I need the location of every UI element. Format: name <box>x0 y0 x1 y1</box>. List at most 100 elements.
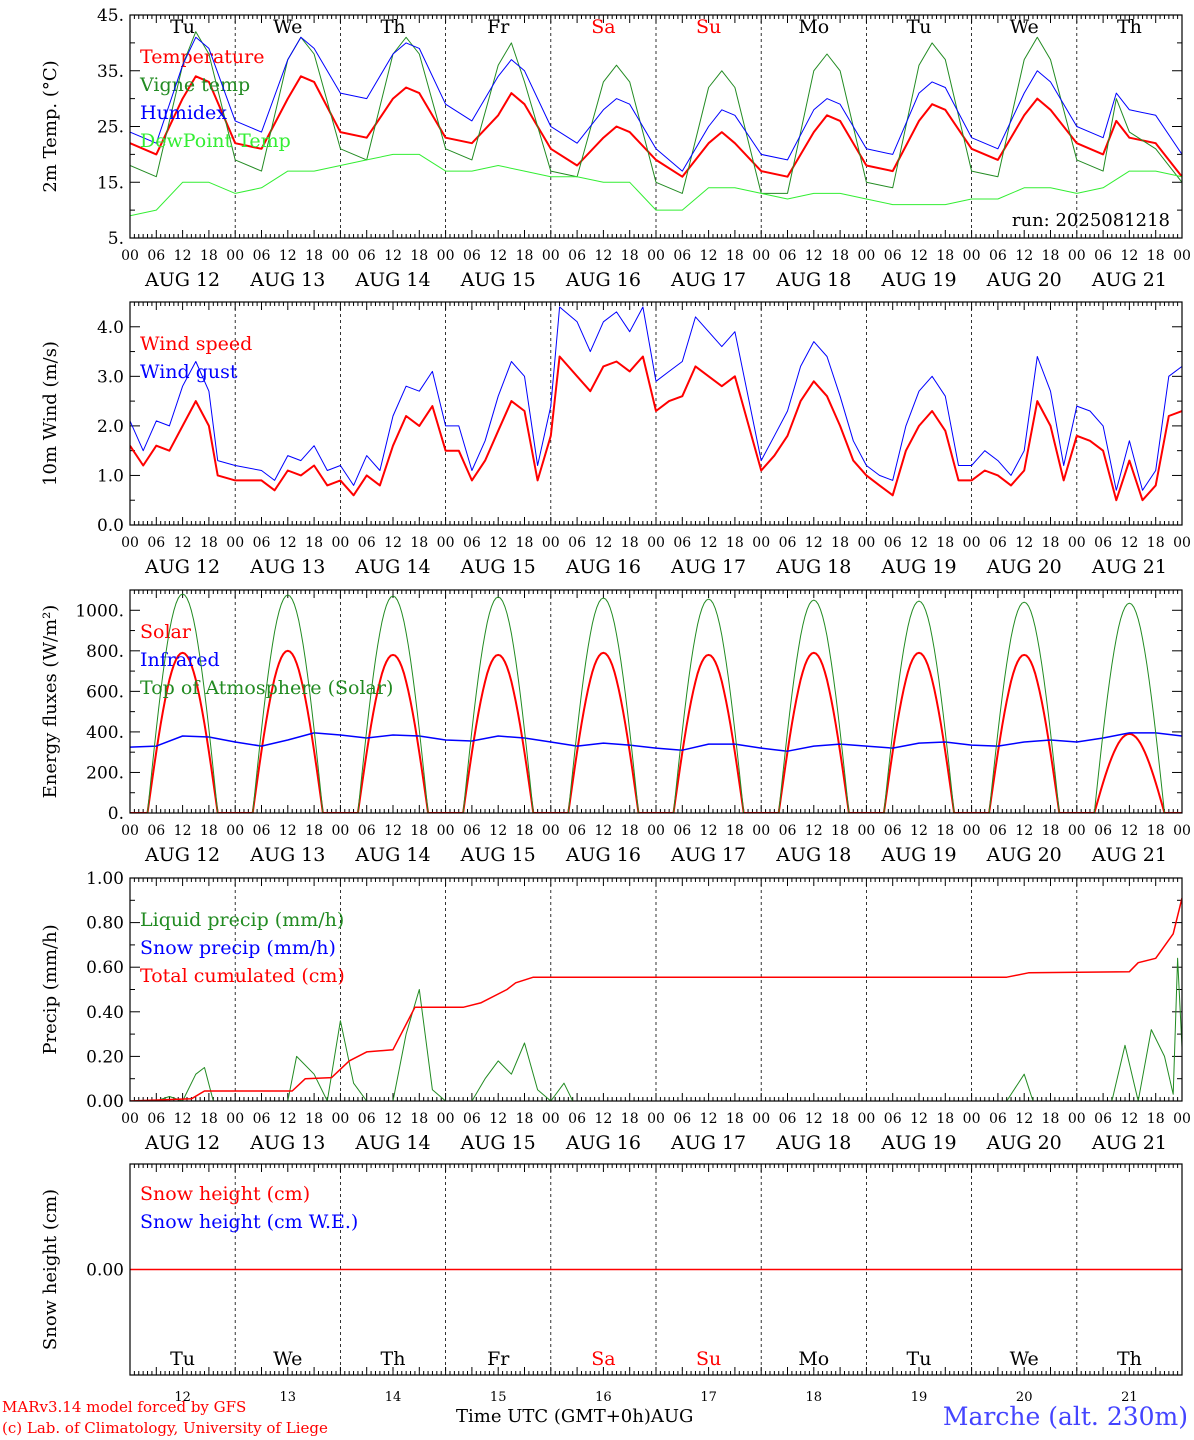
legend-entry: Vigne temp <box>139 74 250 96</box>
series-line-total-cumulated-cm- <box>130 897 1182 1101</box>
hour-label: 00 <box>542 535 560 551</box>
hour-label: 18 <box>936 248 954 264</box>
legend-entry: Liquid precip (mm/h) <box>140 909 344 931</box>
hour-label: 12 <box>384 248 402 264</box>
hour-label: 06 <box>779 1111 797 1127</box>
y-tick-label: 2.0 <box>97 417 124 437</box>
weekday-label: Tu <box>170 16 195 38</box>
hour-label: 18 <box>831 248 849 264</box>
hour-label: 12 <box>489 1111 507 1127</box>
y-tick-label: 800. <box>86 642 124 662</box>
date-label: AUG 13 <box>249 1132 325 1154</box>
date-label: AUG 14 <box>354 844 430 866</box>
date-label: AUG 17 <box>670 844 746 866</box>
date-label: AUG 17 <box>670 1132 746 1154</box>
hour-label: 06 <box>779 535 797 551</box>
hour-label: 18 <box>726 248 744 264</box>
hour-label: 00 <box>542 248 560 264</box>
hour-label: 12 <box>805 1111 823 1127</box>
hour-label: 06 <box>1094 535 1112 551</box>
hour-label: 06 <box>463 248 481 264</box>
day-number-label: 18 <box>806 1390 823 1405</box>
hour-label: 06 <box>147 823 165 839</box>
hour-label: 06 <box>568 823 586 839</box>
date-label: AUG 14 <box>354 1132 430 1154</box>
hour-label: 12 <box>1015 248 1033 264</box>
hour-label: 06 <box>673 535 691 551</box>
hour-label: 00 <box>647 1111 665 1127</box>
weekday-label: Mo <box>798 16 829 38</box>
day-number-label: 17 <box>700 1390 717 1405</box>
hour-label: 06 <box>673 823 691 839</box>
date-label: AUG 16 <box>565 269 641 291</box>
series-line-wind-speed <box>130 355 1182 502</box>
hour-label: 12 <box>805 535 823 551</box>
y-tick-label: 5. <box>108 229 124 249</box>
hour-label: 00 <box>331 823 349 839</box>
hour-label: 12 <box>1120 248 1138 264</box>
hour-label: 12 <box>279 535 297 551</box>
hour-label: 00 <box>331 1111 349 1127</box>
hour-label: 18 <box>831 823 849 839</box>
hour-label: 18 <box>726 535 744 551</box>
weekday-label: Tu <box>907 1348 932 1370</box>
hour-label: 12 <box>805 248 823 264</box>
hour-label: 00 <box>331 248 349 264</box>
date-label: AUG 18 <box>775 1132 851 1154</box>
hour-label: 00 <box>752 823 770 839</box>
hour-label: 06 <box>1094 1111 1112 1127</box>
hour-label: 12 <box>700 535 718 551</box>
hour-label: 00 <box>963 823 981 839</box>
hour-label: 18 <box>200 248 218 264</box>
day-number-label: 13 <box>280 1390 297 1405</box>
hour-label: 00 <box>226 535 244 551</box>
day-number-label: 14 <box>385 1390 402 1405</box>
hour-label: 12 <box>174 535 192 551</box>
date-label: AUG 21 <box>1091 269 1167 291</box>
hour-label: 18 <box>621 535 639 551</box>
hour-label: 18 <box>831 1111 849 1127</box>
hour-label: 12 <box>384 535 402 551</box>
date-label: AUG 13 <box>249 844 325 866</box>
hour-label: 00 <box>752 248 770 264</box>
hour-label: 00 <box>226 1111 244 1127</box>
series-line-dewpoint-temp <box>130 153 1182 217</box>
legend-entry: Solar <box>140 621 192 643</box>
weekday-label: Th <box>1117 16 1142 38</box>
hour-label: 18 <box>305 248 323 264</box>
weekday-label: We <box>273 1348 302 1370</box>
hour-label: 18 <box>831 535 849 551</box>
day-number-label: 19 <box>911 1390 928 1405</box>
hour-label: 18 <box>1042 535 1060 551</box>
weekday-label: Th <box>381 1348 406 1370</box>
weekday-label: Fr <box>487 1348 510 1370</box>
hour-label: 18 <box>516 823 534 839</box>
hour-label: 12 <box>700 248 718 264</box>
hour-label: 12 <box>594 823 612 839</box>
legend-entry: Wind gust <box>140 361 238 383</box>
hour-label: 12 <box>489 248 507 264</box>
weekday-label: Sa <box>591 1348 615 1370</box>
y-tick-label: 0.00 <box>86 1092 124 1112</box>
hour-label: 12 <box>174 823 192 839</box>
hour-label: 00 <box>121 1111 139 1127</box>
day-number-label: 12 <box>174 1390 191 1405</box>
hour-label: 06 <box>358 1111 376 1127</box>
hour-label: 06 <box>568 248 586 264</box>
hour-label: 06 <box>253 823 271 839</box>
hour-label: 12 <box>1015 823 1033 839</box>
hour-label: 18 <box>305 823 323 839</box>
hour-label: 06 <box>147 535 165 551</box>
hour-label: 00 <box>226 823 244 839</box>
hour-label: 06 <box>147 248 165 264</box>
legend-entry: Snow height (cm) <box>140 1183 310 1205</box>
y-tick-label: 35. <box>97 62 124 82</box>
date-label: AUG 12 <box>144 269 220 291</box>
hour-label: 12 <box>910 1111 928 1127</box>
y-axis-title: 10m Wind (m/s) <box>40 341 61 486</box>
date-label: AUG 12 <box>144 844 220 866</box>
date-label: AUG 13 <box>249 269 325 291</box>
date-label: AUG 20 <box>986 556 1062 578</box>
y-axis-title: 2m Temp. (°C) <box>40 60 61 192</box>
hour-label: 18 <box>1147 248 1165 264</box>
